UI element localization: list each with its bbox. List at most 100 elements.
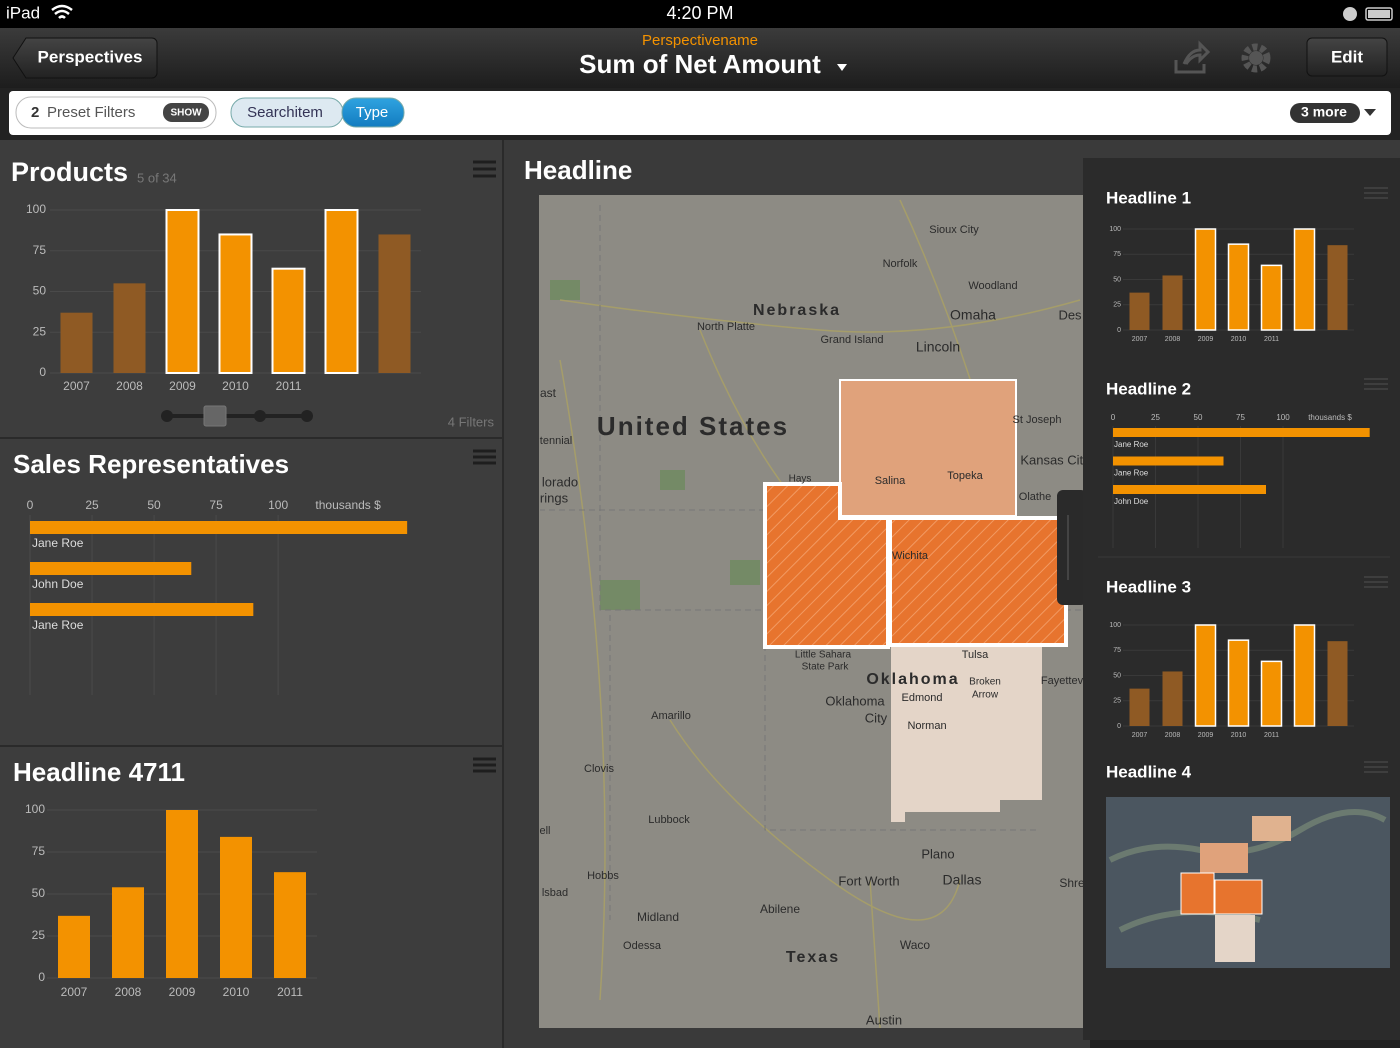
show-label[interactable]: SHOW <box>170 108 202 119</box>
map-label: Olathe <box>1019 491 1051 503</box>
menu-icon[interactable] <box>1364 378 1388 390</box>
bar <box>1227 243 1250 331</box>
bar <box>165 209 200 374</box>
region[interactable] <box>891 647 1042 822</box>
preset-count: 2 <box>31 104 39 121</box>
x-tick-label: 2008 <box>1165 336 1181 343</box>
map-label: Shre <box>1059 876 1085 890</box>
more-arrow[interactable] <box>1364 109 1376 116</box>
slider-handle[interactable] <box>203 405 227 427</box>
x-tick-label: 2009 <box>1198 732 1214 739</box>
more-label[interactable]: 3 more <box>1301 104 1347 120</box>
map-label: Plano <box>921 846 954 861</box>
x-tick-label: 0 <box>1111 413 1116 422</box>
thumbnail-region <box>1180 872 1215 915</box>
clock: 4:20 PM <box>666 3 733 23</box>
region[interactable] <box>839 379 1017 517</box>
title-dropdown[interactable] <box>837 64 847 71</box>
y-tick-label: 50 <box>1113 276 1121 283</box>
bar <box>324 209 359 374</box>
map-label: United States <box>597 411 789 441</box>
bar <box>1327 641 1348 726</box>
bar <box>1194 228 1217 331</box>
x-tick-label: 100 <box>1276 413 1290 422</box>
back-label[interactable]: Perspectives <box>38 47 143 66</box>
menu-icon[interactable] <box>473 757 496 773</box>
map-label: Little Sahara <box>795 650 852 661</box>
bar-label: John Doe <box>1114 497 1149 506</box>
show-button[interactable] <box>163 103 209 122</box>
map-label: Fort Worth <box>838 873 899 888</box>
bar <box>1260 264 1283 331</box>
menu-icon[interactable] <box>473 449 496 465</box>
map-label: lorado <box>542 474 578 489</box>
bar-label: Jane Roe <box>32 618 84 632</box>
back-button[interactable] <box>12 37 158 79</box>
bar <box>1162 275 1183 330</box>
y-tick-label: 100 <box>1109 622 1121 629</box>
menu-icon[interactable] <box>473 160 496 178</box>
region-selected[interactable] <box>888 516 1068 647</box>
panel-title: Headline 1 <box>1106 188 1191 207</box>
map-label: Grand Island <box>821 334 884 346</box>
map-label: State Park <box>802 662 850 673</box>
map-label: ell <box>539 825 550 837</box>
bar <box>1194 624 1217 727</box>
bar <box>1113 428 1370 437</box>
map-label: Wichita <box>892 550 929 562</box>
menu-icon[interactable] <box>1364 761 1388 773</box>
edit-button[interactable] <box>1306 37 1388 77</box>
x-tick-label: 2007 <box>61 985 88 999</box>
bar <box>30 521 408 534</box>
segment[interactable] <box>341 97 405 128</box>
settings-icon[interactable] <box>1241 43 1271 73</box>
map-label: Oklahoma <box>825 693 885 708</box>
x-tick-label: 0 <box>27 498 34 512</box>
y-tick-label: 100 <box>1109 226 1121 233</box>
menu-icon[interactable] <box>1364 576 1388 588</box>
segment-label[interactable]: Searchitem <box>247 104 323 121</box>
edit-label[interactable]: Edit <box>1331 47 1363 66</box>
x-tick-label: 2011 <box>1264 732 1279 739</box>
map-label: Edmond <box>902 692 943 704</box>
bar <box>1162 671 1183 726</box>
map-label: Omaha <box>950 307 996 323</box>
y-tick-label: 0 <box>39 365 46 379</box>
bar <box>60 312 93 373</box>
battery <box>1365 7 1393 21</box>
map-label: Des <box>1058 307 1082 322</box>
panel-handle[interactable] <box>1057 490 1087 605</box>
x-tick-label: 2010 <box>1231 732 1247 739</box>
y-tick-label: 75 <box>1113 251 1121 258</box>
map-label: Odessa <box>623 940 662 952</box>
y-tick-label: 25 <box>1113 302 1121 309</box>
bar <box>1327 245 1348 330</box>
map-label: Oklahoma <box>866 671 959 688</box>
alarm-icon <box>1343 7 1357 21</box>
slider-knob[interactable] <box>254 410 266 422</box>
filters-count[interactable]: 4 Filters <box>448 414 495 429</box>
preset-pill[interactable] <box>15 96 217 129</box>
x-tick-label: 2010 <box>223 985 250 999</box>
x-tick-label: 2010 <box>222 379 249 393</box>
more-button[interactable] <box>1290 103 1360 123</box>
menu-icon[interactable] <box>1364 187 1388 199</box>
y-tick-label: 50 <box>1113 672 1121 679</box>
y-tick-label: 25 <box>33 324 47 338</box>
slider-knob[interactable] <box>301 410 313 422</box>
slider-knob[interactable] <box>161 410 173 422</box>
bar <box>274 872 306 978</box>
panel-subtitle: 5 of 34 <box>137 170 177 185</box>
bar <box>1293 228 1316 331</box>
nav-title[interactable]: Sum of Net Amount <box>579 49 821 79</box>
panel-title: Headline 3 <box>1106 577 1191 596</box>
panel-title: Headline 4 <box>1106 762 1192 781</box>
share-icon[interactable] <box>1174 40 1211 74</box>
y-tick-label: 100 <box>25 802 45 816</box>
segment-label[interactable]: Type <box>356 104 389 121</box>
map-label: Broken <box>969 677 1001 688</box>
y-tick-label: 25 <box>32 928 46 942</box>
y-tick-label: 100 <box>26 202 46 216</box>
thumbnail-region <box>1252 816 1291 841</box>
